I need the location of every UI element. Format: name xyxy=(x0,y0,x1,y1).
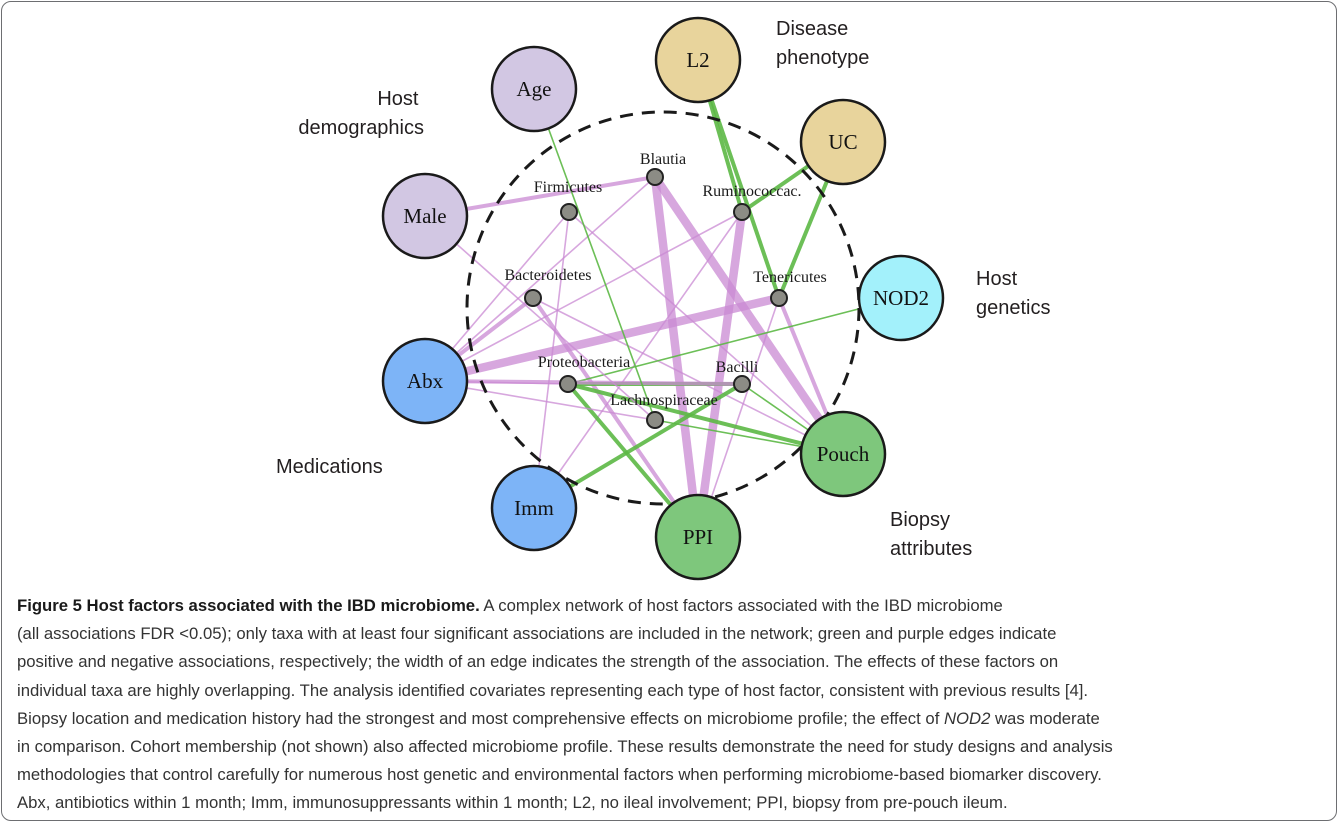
caption-line-8: Abx, antibiotics within 1 month; Imm, im… xyxy=(17,793,1008,813)
taxon-label-bacteroid: Bacteroidetes xyxy=(504,267,591,284)
taxon-label-bacilli: Bacilli xyxy=(716,359,759,376)
label-biopsy-attributes: Biopsy attributes xyxy=(890,509,972,560)
caption-line-6: in comparison. Cohort membership (not sh… xyxy=(17,737,1113,757)
network-diagram: Host demographics Disease phenotype Host… xyxy=(276,16,1051,581)
host-node-imm xyxy=(490,464,578,552)
taxon-label-blautia: Blautia xyxy=(640,151,686,168)
caption-gene-nod2: NOD2 xyxy=(943,708,991,728)
edge-proteo-nod2 xyxy=(567,297,902,385)
host-label-l2: L2 xyxy=(686,48,709,72)
caption-line-2: (all associations FDR <0.05); only taxa … xyxy=(17,624,1057,644)
edge-lachno-age xyxy=(533,88,656,421)
host-node-pouch xyxy=(799,410,887,498)
taxon-label-rumino: Ruminococcac. xyxy=(702,183,801,200)
edge-blautia-ppi xyxy=(650,176,703,538)
taxon-node-blautia xyxy=(646,168,664,186)
taxon-label-firmicutes: Firmicutes xyxy=(534,179,602,196)
host-node-uc xyxy=(799,98,887,186)
caption-line-5a: Biopsy location and medication history h… xyxy=(17,708,944,728)
caption-line-5b: was moderate xyxy=(990,708,1100,728)
host-node-age xyxy=(490,45,578,133)
host-node-l2 xyxy=(654,16,742,104)
caption-line-1: A complex network of host factors associ… xyxy=(479,596,1003,615)
caption-title: Figure 5 Host factors associated with th… xyxy=(17,596,480,615)
host-label-uc: UC xyxy=(828,130,857,154)
label-host-demographics: Host demographics xyxy=(298,88,424,139)
taxon-node-bacteroid xyxy=(524,289,542,307)
taxon-label-teneri: Tenericutes xyxy=(753,269,827,286)
host-factors-layer: Age Male L2 UC NOD2 Abx Imm Pouch PPI xyxy=(381,16,945,581)
taxon-node-bacilli xyxy=(733,375,751,393)
taxon-node-firmicutes xyxy=(560,203,578,221)
taxon-node-rumino xyxy=(733,203,751,221)
taxon-node-lachno xyxy=(646,411,664,429)
taxon-label-lachno: Lachnospiraceae xyxy=(610,392,717,409)
edge-firmicutes-pouch xyxy=(568,211,844,455)
label-medications: Medications xyxy=(276,456,383,478)
host-node-abx xyxy=(381,337,469,425)
edge-bacteroid-ppi xyxy=(531,296,700,539)
caption-line-7: methodologies that control carefully for… xyxy=(17,765,1102,785)
caption-line-4: individual taxa are highly overlapping. … xyxy=(17,680,1089,700)
host-label-imm: Imm xyxy=(514,496,554,520)
host-label-age: Age xyxy=(517,77,552,101)
host-node-ppi xyxy=(654,493,742,581)
taxa-layer: Blautia Firmicutes Ruminococcac. Bacteroide… xyxy=(504,151,827,429)
host-node-nod2 xyxy=(857,254,945,342)
figure-caption: Figure 5 Host factors associated with th… xyxy=(17,592,1317,818)
host-label-male: Male xyxy=(403,204,446,228)
edge-bacteroid-pouch xyxy=(532,297,844,455)
taxon-label-proteo: Proteobacteria xyxy=(538,354,630,371)
edge-blautia-pouch xyxy=(651,174,847,457)
edge-proteo-pouch xyxy=(567,382,844,456)
host-label-pouch: Pouch xyxy=(817,442,870,466)
taxon-node-teneri xyxy=(770,289,788,307)
host-label-ppi: PPI xyxy=(683,525,713,549)
edge-rumino-imm xyxy=(533,211,743,509)
host-label-nod2: NOD2 xyxy=(873,286,929,310)
edge-rumino-abx xyxy=(424,211,743,382)
edge-blautia-abx xyxy=(424,176,656,382)
edge-teneri-abx xyxy=(424,293,780,386)
taxon-node-proteo xyxy=(559,375,577,393)
host-label-abx: Abx xyxy=(407,369,444,393)
host-node-male xyxy=(381,172,469,260)
caption-line-3: positive and negative associations, resp… xyxy=(17,652,1059,672)
edge-rumino-ppi xyxy=(693,211,747,538)
label-host-genetics: Host genetics xyxy=(976,268,1051,319)
edge-bacilli-abx xyxy=(424,379,743,386)
edge-lachno-male xyxy=(424,215,656,421)
label-disease-phenotype: Disease phenotype xyxy=(776,18,869,69)
